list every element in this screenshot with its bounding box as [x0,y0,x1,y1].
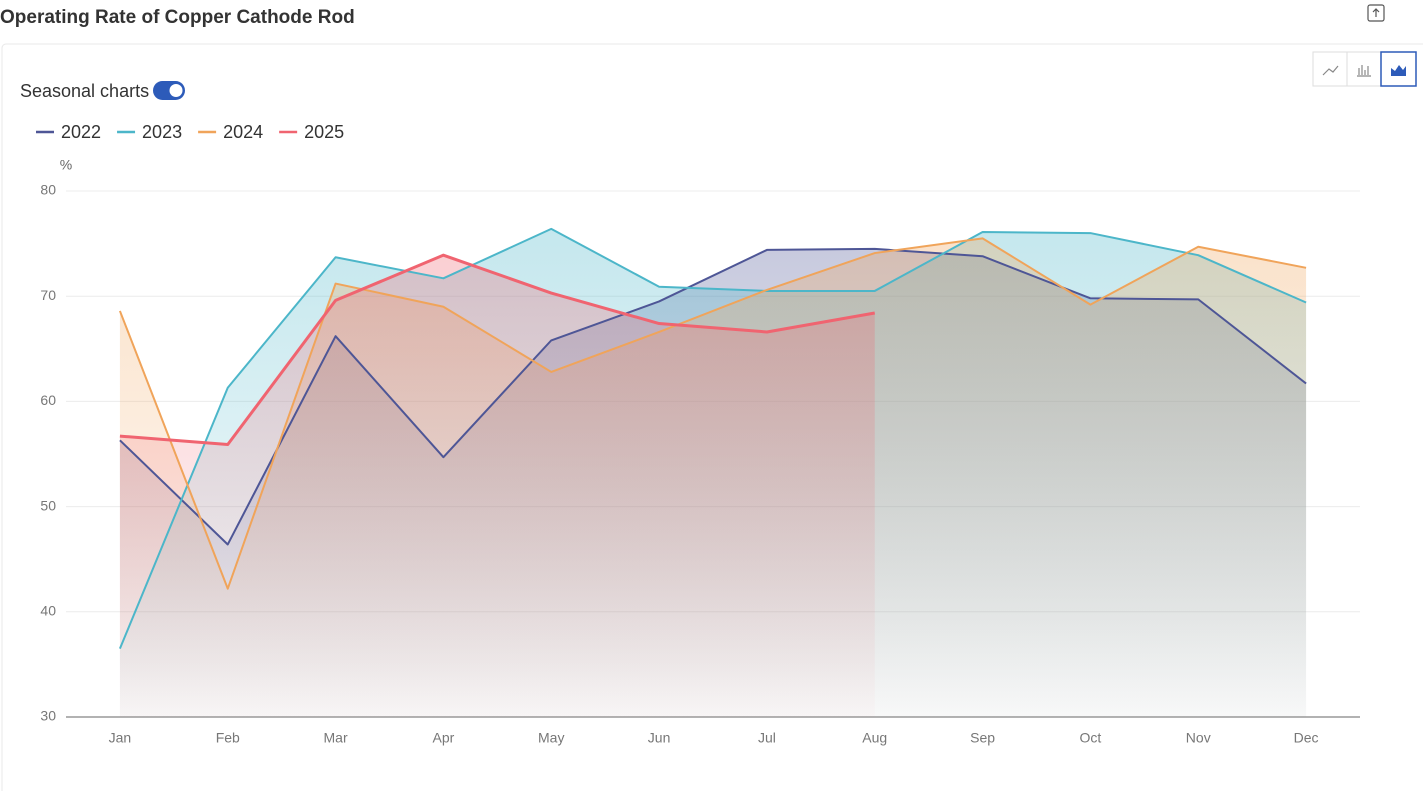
bar-button[interactable] [1346,51,1382,87]
chart-type-buttons [1312,51,1417,87]
y-tick-label: 40 [40,603,56,619]
x-tick-label: Feb [216,730,240,746]
export-button[interactable] [1367,4,1385,22]
line [119,253,876,447]
x-tick-label: Jun [648,730,671,746]
x-tick-label: Oct [1080,730,1102,746]
area [119,255,875,717]
x-tick-label: Aug [862,730,887,746]
legend-label: 2023 [142,122,182,142]
line [119,247,1307,546]
y-tick-label: 70 [40,287,56,303]
toggle-label: Seasonal charts [20,81,149,101]
card [1,43,1423,791]
y-tick-label: 30 [40,708,56,724]
y-tick-label: 80 [40,182,56,198]
y-unit: % [60,157,72,173]
x-tick-label: Dec [1294,730,1319,746]
x-tick-label: May [538,730,564,746]
x-tick-label: Jan [109,730,132,746]
line [118,237,1307,590]
y-tick-label: 60 [40,392,56,408]
legend-label: 2025 [304,122,344,142]
chart-title: Operating Rate of Copper Cathode Rod [0,7,355,28]
y-tick-label: 50 [40,497,56,513]
legend-label: 2022 [61,122,101,142]
x-tick-label: Apr [433,730,455,746]
x-tick-label: Jul [758,730,776,746]
x-tick-label: Mar [324,730,348,746]
x-tick-label: Sep [970,730,995,746]
line [118,227,1307,650]
seasonal-toggle[interactable] [153,81,185,100]
x-tick-label: Nov [1186,730,1211,746]
legend-label: 2024 [223,122,263,142]
